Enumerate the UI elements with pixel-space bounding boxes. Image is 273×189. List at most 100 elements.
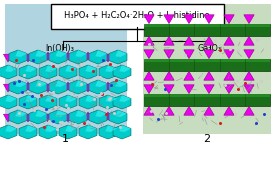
Polygon shape [164, 85, 174, 94]
Polygon shape [224, 85, 234, 94]
Polygon shape [43, 52, 52, 60]
Polygon shape [204, 50, 214, 59]
Polygon shape [23, 54, 32, 62]
Text: H₃PO₄ + H₂C₂O₄·2H₂O + L-histidine: H₃PO₄ + H₂C₂O₄·2H₂O + L-histidine [64, 12, 210, 20]
Polygon shape [204, 36, 214, 45]
Polygon shape [25, 65, 37, 72]
FancyBboxPatch shape [51, 4, 224, 29]
Bar [5, 4, 127, 134]
Polygon shape [164, 36, 174, 45]
Polygon shape [103, 112, 112, 120]
Polygon shape [9, 110, 27, 124]
Polygon shape [5, 65, 17, 72]
Polygon shape [35, 110, 47, 117]
Polygon shape [164, 106, 174, 115]
Polygon shape [4, 114, 13, 122]
Polygon shape [184, 15, 194, 24]
Polygon shape [59, 95, 77, 109]
Polygon shape [244, 71, 254, 80]
Polygon shape [224, 15, 234, 24]
Polygon shape [105, 95, 117, 102]
Polygon shape [99, 95, 117, 109]
Polygon shape [244, 36, 254, 45]
Polygon shape [103, 54, 112, 62]
Polygon shape [55, 80, 67, 87]
Polygon shape [115, 80, 127, 87]
Polygon shape [69, 110, 87, 124]
Polygon shape [204, 71, 214, 80]
Polygon shape [0, 125, 17, 139]
Polygon shape [184, 50, 194, 59]
Polygon shape [85, 95, 97, 102]
Polygon shape [55, 110, 67, 117]
Polygon shape [25, 95, 37, 102]
Polygon shape [184, 71, 194, 80]
Polygon shape [65, 65, 77, 72]
Polygon shape [29, 110, 47, 124]
Polygon shape [5, 95, 17, 102]
Polygon shape [35, 80, 47, 87]
Polygon shape [89, 80, 107, 94]
Polygon shape [49, 110, 67, 124]
Polygon shape [109, 80, 127, 94]
Polygon shape [119, 125, 131, 132]
Polygon shape [39, 125, 57, 139]
Polygon shape [84, 52, 93, 60]
Polygon shape [113, 65, 131, 79]
Polygon shape [184, 106, 194, 115]
Bar [144, 59, 270, 71]
Polygon shape [95, 80, 107, 87]
Polygon shape [29, 80, 47, 94]
Polygon shape [164, 50, 174, 59]
Polygon shape [35, 50, 47, 57]
Polygon shape [95, 50, 107, 57]
Polygon shape [4, 84, 13, 92]
Polygon shape [19, 65, 37, 79]
Text: 1: 1 [61, 134, 69, 144]
Polygon shape [79, 65, 97, 79]
Polygon shape [113, 125, 131, 139]
Polygon shape [184, 36, 194, 45]
Polygon shape [244, 106, 254, 115]
Polygon shape [184, 85, 194, 94]
Polygon shape [144, 71, 154, 80]
Polygon shape [19, 95, 37, 109]
Polygon shape [119, 95, 131, 102]
Polygon shape [109, 110, 127, 124]
Polygon shape [45, 125, 57, 132]
Polygon shape [39, 65, 57, 79]
Polygon shape [244, 15, 254, 24]
Polygon shape [75, 50, 87, 57]
Polygon shape [49, 80, 67, 94]
Polygon shape [109, 50, 127, 64]
Polygon shape [99, 65, 117, 79]
Polygon shape [69, 80, 87, 94]
Polygon shape [224, 36, 234, 45]
Polygon shape [79, 125, 97, 139]
Polygon shape [79, 95, 97, 109]
Polygon shape [119, 65, 131, 72]
Polygon shape [29, 50, 47, 64]
Polygon shape [63, 52, 73, 60]
Bar [144, 59, 270, 62]
Polygon shape [95, 110, 107, 117]
Bar [144, 94, 270, 106]
Polygon shape [59, 65, 77, 79]
Polygon shape [85, 65, 97, 72]
Polygon shape [204, 85, 214, 94]
Polygon shape [65, 95, 77, 102]
Polygon shape [59, 125, 77, 139]
Polygon shape [115, 50, 127, 57]
Polygon shape [9, 80, 27, 94]
Polygon shape [9, 50, 27, 64]
Polygon shape [75, 110, 87, 117]
Polygon shape [4, 54, 13, 62]
Polygon shape [105, 125, 117, 132]
Text: In(OH)₃: In(OH)₃ [45, 44, 74, 53]
Polygon shape [144, 15, 154, 24]
Polygon shape [63, 114, 73, 122]
Polygon shape [105, 65, 117, 72]
Polygon shape [164, 71, 174, 80]
Bar [143, 4, 271, 134]
Polygon shape [43, 114, 52, 122]
